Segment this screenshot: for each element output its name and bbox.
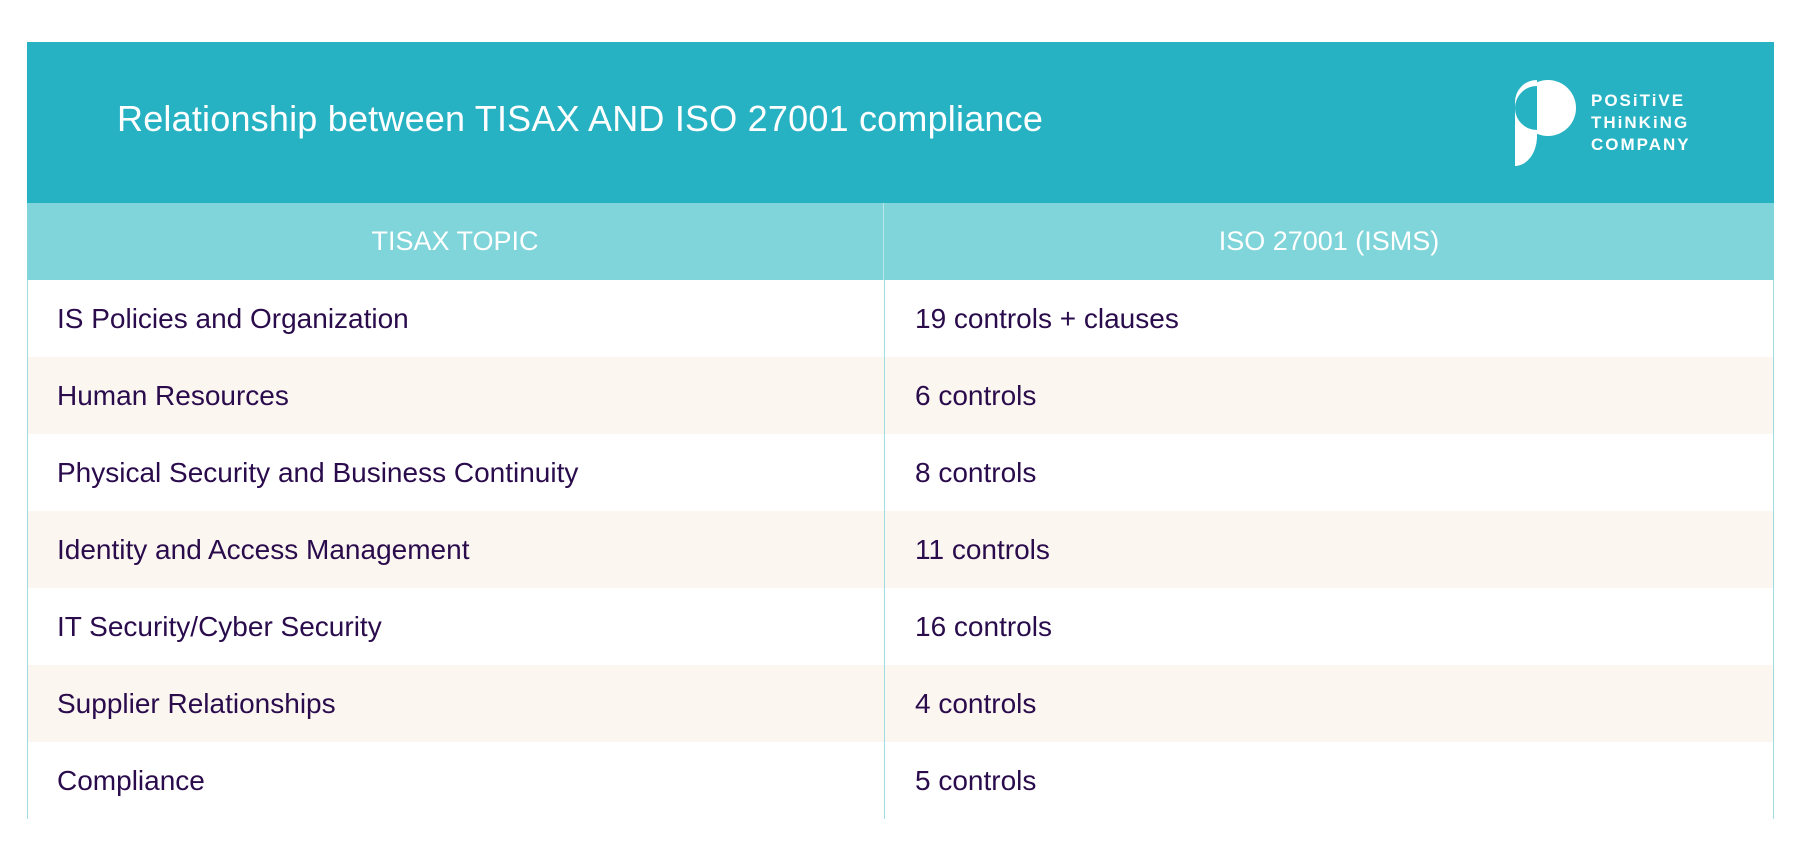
table-body: IS Policies and Organization 19 controls … [27, 280, 1774, 819]
iso-controls-cell: 16 controls [884, 588, 1773, 665]
logo-line: COMPANY [1591, 135, 1691, 154]
iso-controls-cell: 4 controls [884, 665, 1773, 742]
comparison-table-card: Relationship between TISAX AND ISO 27001… [27, 42, 1774, 819]
iso-controls-cell: 19 controls + clauses [884, 280, 1773, 357]
tisax-topic-cell: Physical Security and Business Continuit… [57, 456, 579, 488]
table-header: TISAX TOPIC ISO 27001 (ISMS) [27, 203, 1774, 280]
logo-line: POSiTiVE [1591, 91, 1686, 110]
table-row: Compliance 5 controls [27, 742, 1774, 819]
iso-controls-cell: 6 controls [884, 357, 1773, 434]
table-row: IS Policies and Organization 19 controls … [27, 280, 1774, 357]
iso-controls-cell: 8 controls [884, 434, 1773, 511]
iso-controls-cell: 5 controls [884, 742, 1773, 819]
iso-controls-cell: 11 controls [884, 511, 1773, 588]
table-row: Human Resources 6 controls [27, 357, 1774, 434]
company-logo: POSiTiVE THiNKiNG COMPANY [1515, 80, 1691, 166]
tisax-topic-cell: Identity and Access Management [57, 533, 470, 565]
table-row: Identity and Access Management 11 control… [27, 511, 1774, 588]
page-title: Relationship between TISAX AND ISO 27001… [117, 98, 1044, 139]
tisax-topic-cell: Human Resources [57, 379, 289, 411]
logo-line: THiNKiNG [1591, 113, 1690, 132]
tisax-topic-cell: Compliance [57, 764, 205, 796]
tisax-topic-cell: IT Security/Cyber Security [57, 610, 382, 642]
column-header-iso-27001: ISO 27001 (ISMS) [883, 203, 1774, 280]
banner: Relationship between TISAX AND ISO 27001… [27, 42, 1774, 203]
tisax-topic-cell: IS Policies and Organization [57, 302, 409, 334]
positive-thinking-logo-icon [1515, 80, 1576, 166]
table-row: Supplier Relationships 4 controls [27, 665, 1774, 742]
column-header-tisax-topic: TISAX TOPIC [371, 226, 539, 256]
table-row: IT Security/Cyber Security 16 controls [27, 588, 1774, 665]
table-row: Physical Security and Business Continuit… [27, 434, 1774, 511]
tisax-topic-cell: Supplier Relationships [57, 687, 336, 719]
